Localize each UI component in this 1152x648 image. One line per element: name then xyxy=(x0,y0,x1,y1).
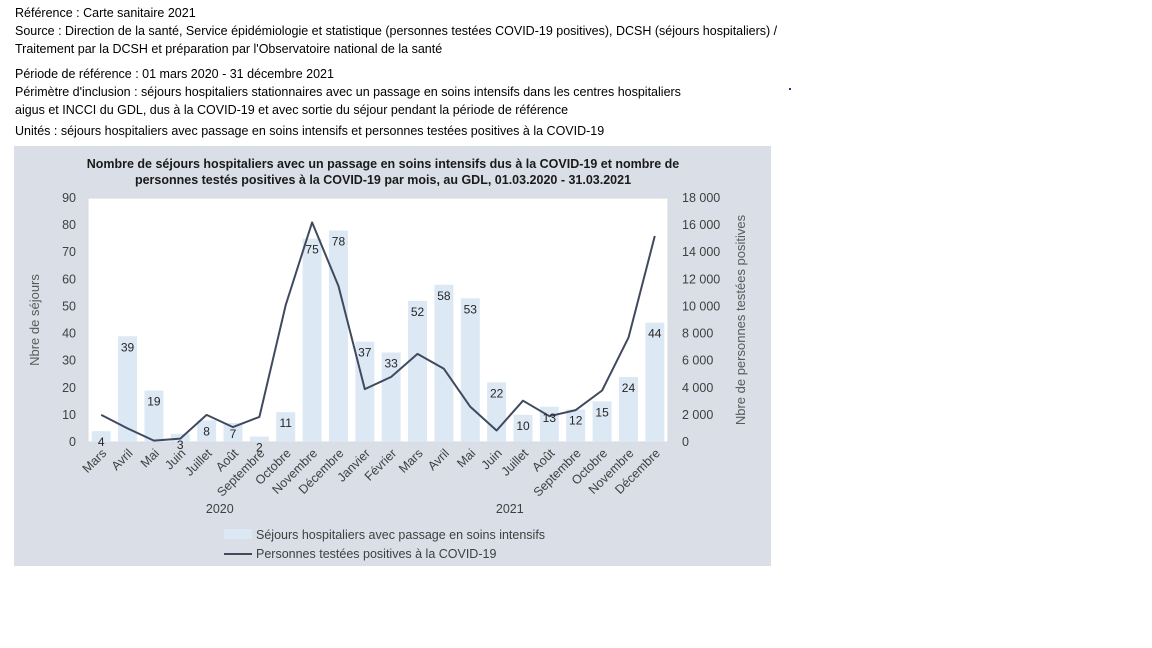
bar-data-label: 3 xyxy=(177,438,184,452)
right-y-tick-label: 18 000 xyxy=(682,191,720,205)
right-y-tick-label: 10 000 xyxy=(682,299,720,313)
left-y-tick-label: 40 xyxy=(62,327,76,341)
chart-svg: Nombre de séjours hospitaliers avec un p… xyxy=(27,157,748,561)
bar-data-label: 12 xyxy=(569,413,583,427)
bar-data-label: 53 xyxy=(464,302,478,316)
bar xyxy=(249,436,269,442)
bar xyxy=(276,412,296,442)
right-y-tick-label: 12 000 xyxy=(682,272,720,286)
right-y-tick-label: 2 000 xyxy=(682,408,713,422)
x-category-label: Mai xyxy=(138,446,162,470)
left-y-tick-label: 70 xyxy=(62,245,76,259)
bar-data-label: 39 xyxy=(121,340,135,354)
bar-data-label: 15 xyxy=(595,405,609,419)
bar xyxy=(513,414,533,442)
bar xyxy=(144,390,164,442)
left-axis-title: Nbre de séjours xyxy=(27,274,42,366)
bar-data-label: 75 xyxy=(305,243,319,257)
bar-data-label: 37 xyxy=(358,346,372,360)
source-text: Source : Direction de la santé, Service … xyxy=(15,24,778,38)
left-y-tick-label: 30 xyxy=(62,354,76,368)
bar xyxy=(197,420,217,442)
bar xyxy=(408,301,428,442)
year-group-label: 2021 xyxy=(496,502,524,516)
bar-data-label: 4 xyxy=(98,435,105,449)
reference-period-text: Période de référence : 01 mars 2020 - 31… xyxy=(15,67,334,81)
x-category-label: Mars xyxy=(80,446,110,476)
right-y-tick-label: 8 000 xyxy=(682,327,713,341)
chart-panel: Nombre de séjours hospitaliers avec un p… xyxy=(14,146,771,566)
left-y-tick-label: 10 xyxy=(62,408,76,422)
left-y-tick-label: 90 xyxy=(62,191,76,205)
stray-dot xyxy=(789,88,791,90)
bar-data-label: 22 xyxy=(490,386,504,400)
bar-data-label: 24 xyxy=(622,381,636,395)
left-y-tick-label: 50 xyxy=(62,299,76,313)
inclusion-scope-text: Périmètre d'inclusion : séjours hospital… xyxy=(15,85,681,99)
bar xyxy=(618,376,638,442)
x-category-label: Juillet xyxy=(499,446,532,479)
right-y-tick-label: 16 000 xyxy=(682,218,720,232)
bar xyxy=(302,238,322,442)
right-y-tick-label: 6 000 xyxy=(682,354,713,368)
right-y-tick-label: 0 xyxy=(682,435,689,449)
bar xyxy=(460,298,480,442)
left-y-tick-label: 80 xyxy=(62,218,76,232)
left-y-tick-label: 0 xyxy=(69,435,76,449)
bar xyxy=(592,401,612,442)
bar-data-label: 8 xyxy=(203,424,210,438)
x-category-label: Mai xyxy=(454,446,478,470)
bar xyxy=(328,230,348,442)
legend-swatch-bars xyxy=(224,529,252,539)
bar xyxy=(645,322,665,442)
positive-tests-line xyxy=(100,221,656,442)
bar-data-label: 13 xyxy=(543,411,557,425)
left-y-tick-label: 20 xyxy=(62,381,76,395)
chart-title-line1: Nombre de séjours hospitaliers avec un p… xyxy=(87,157,680,171)
bar xyxy=(566,409,586,442)
bar-data-label: 52 xyxy=(411,305,425,319)
bar-data-label: 44 xyxy=(648,327,662,341)
bar-data-label: 2 xyxy=(256,441,263,455)
bar-data-label: 7 xyxy=(230,427,237,441)
bar xyxy=(223,423,243,442)
bar-data-label: 10 xyxy=(516,419,530,433)
x-category-label: Avril xyxy=(109,446,136,473)
plot-area xyxy=(87,197,669,443)
legend-label-bars: Séjours hospitaliers avec passage en soi… xyxy=(256,528,545,542)
units-text: Unités : séjours hospitaliers avec passa… xyxy=(15,124,605,138)
x-category-label: Juillet xyxy=(182,446,215,479)
bar xyxy=(91,431,111,442)
bar-data-label: 33 xyxy=(385,357,399,371)
legend-label-line: Personnes testées positives à la COVID-1… xyxy=(256,547,496,561)
chart-title-line2: personnes testés positives à la COVID-19… xyxy=(135,173,631,187)
bar-data-label: 78 xyxy=(332,235,346,249)
source-text-continued: Traitement par la DCSH et préparation pa… xyxy=(15,42,443,56)
bar xyxy=(434,284,454,442)
year-group-label: 2020 xyxy=(206,502,234,516)
right-axis-title: Nbre de personnes testées positives xyxy=(733,214,748,425)
reference-text: Référence : Carte sanitaire 2021 xyxy=(15,6,196,20)
bar-data-label: 58 xyxy=(437,289,451,303)
right-y-tick-label: 4 000 xyxy=(682,381,713,395)
x-category-label: Mars xyxy=(396,446,426,476)
x-category-label: Avril xyxy=(425,446,452,473)
bar xyxy=(381,352,401,442)
bar xyxy=(118,336,138,442)
left-y-tick-label: 60 xyxy=(62,272,76,286)
inclusion-scope-text-continued: aigus et INCCI du GDL, dus à la COVID-19… xyxy=(15,103,569,117)
bar-data-label: 11 xyxy=(279,416,292,430)
right-y-tick-label: 14 000 xyxy=(682,245,720,259)
bar-data-label: 19 xyxy=(147,394,161,408)
